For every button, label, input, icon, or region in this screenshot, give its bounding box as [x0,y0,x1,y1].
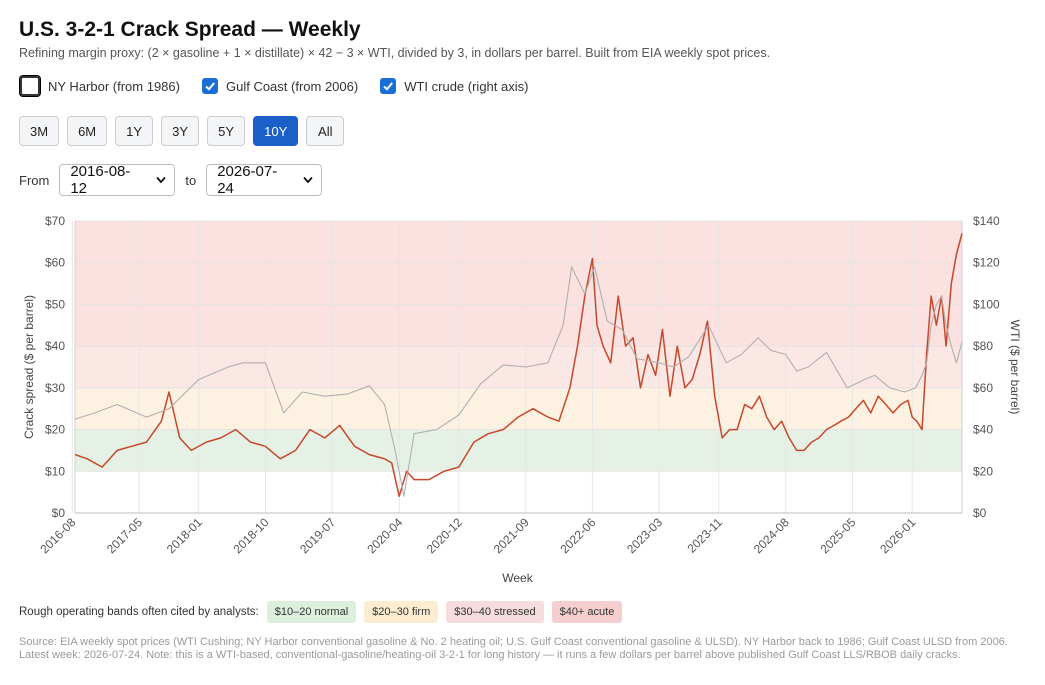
y-tick-label: $0 [52,506,66,520]
band-firm [75,387,962,430]
page-title: U.S. 3-2-1 Crack Spread — Weekly [19,18,361,41]
band-chip-firm: $20–30 firm [364,601,439,623]
wti-series-line [74,266,963,497]
y2-tick-label: $20 [973,464,993,478]
band-stressed [75,346,962,388]
page-subtitle: Refining margin proxy: (2 × gasoline + 1… [19,46,771,60]
x-tick-label: 2021-09 [491,515,532,556]
x-tick-label: 2023-11 [685,515,726,556]
y-tick-label: $40 [45,339,65,353]
toggle-wti[interactable]: WTI crude (right axis) [380,76,528,96]
range-buttons: 3M 6M 1Y 3Y 5Y 10Y All [19,116,345,146]
from-label: From [19,172,50,188]
checkbox-gulf-coast[interactable] [201,78,218,94]
range-button-1y[interactable]: 1Y [115,116,154,146]
y2-tick-label: $120 [973,256,1000,270]
band-acute [75,221,962,347]
x-tick-label: 2020-04 [364,515,405,556]
y2-tick-label: $60 [973,381,993,395]
gulf-coast-series-line [74,233,963,498]
date-range-row: From 2016-08-12 to 2026-07-24 [19,163,323,197]
toggle-ny-harbor[interactable]: NY Harbor (from 1986) [19,75,180,97]
to-date-value: 2026-07-24 [217,163,278,197]
y-tick-label: $10 [45,464,65,478]
check-icon [383,82,394,91]
checkbox-ny-harbor[interactable] [19,75,41,97]
x-tick-label: 2025-05 [817,515,858,556]
x-tick-label: 2018-01 [164,515,205,556]
y-tick-label: $50 [45,297,65,311]
from-date-value: 2016-08-12 [70,163,131,197]
x-tick-label: 2016-08 [37,515,78,556]
band-normal [75,429,962,472]
range-button-all[interactable]: All [306,116,345,146]
toggle-gulf-coast[interactable]: Gulf Coast (from 2006) [201,76,359,96]
y2-tick-label: $140 [973,214,1000,228]
x-tick-label: 2017-05 [104,515,145,556]
crack-spread-chart: $0 $10 $20 $30 $40 $50 $60 $70 $0 $20 $40 $60 $80 $10… [22,214,1022,585]
chevron-down-icon [156,176,167,184]
x-tick-label: 2020-12 [424,515,465,556]
toggle-gulf-coast-label: Gulf Coast (from 2006) [225,78,359,94]
y-tick-label: $30 [45,381,65,395]
range-button-5y[interactable]: 5Y [207,116,246,146]
x-tick-label: 2018-10 [231,515,272,556]
range-button-3m[interactable]: 3M [19,116,60,146]
x-axis-title: Week [502,571,533,585]
check-icon [205,82,215,91]
y2-tick-label: $40 [973,423,993,437]
bands-legend-label: Rough operating bands often cited by ana… [19,606,259,618]
y2-tick-label: $0 [973,506,987,520]
toggle-ny-harbor-label: NY Harbor (from 1986) [48,78,180,94]
band-chip-stressed: $30–40 stressed [446,601,544,623]
y-tick-label: $70 [45,214,65,228]
y2-tick-label: $100 [973,297,1000,311]
to-label: to [185,172,197,188]
source-footnote: Source: EIA weekly spot prices (WTI Cush… [19,636,1008,661]
to-date-select[interactable]: 2026-07-24 [206,163,323,197]
y-tick-label: $60 [45,256,65,270]
x-tick-label: 2024-08 [751,515,792,556]
x-tick-label: 2022-06 [557,515,598,556]
bands-legend: Rough operating bands often cited by ana… [19,601,623,623]
chevron-down-icon [303,176,313,184]
y-tick-label: $20 [45,423,65,437]
from-date-select[interactable]: 2016-08-12 [59,163,176,197]
range-button-6m[interactable]: 6M [67,116,108,146]
band-chip-acute: $40+ acute [551,601,623,623]
checkbox-wti[interactable] [380,78,397,94]
x-tick-label: 2026-01 [877,515,918,556]
range-button-3y[interactable]: 3Y [161,116,200,146]
series-toggles: NY Harbor (from 1986) Gulf Coast (from 2… [19,75,528,97]
x-tick-label: 2023-03 [624,515,665,556]
band-chip-normal: $10–20 normal [266,601,357,623]
toggle-wti-label: WTI crude (right axis) [404,78,529,94]
range-button-10y[interactable]: 10Y [253,116,299,146]
y2-axis-title: WTI ($ per barrel) [1008,320,1022,415]
x-tick-label: 2019-07 [297,515,338,556]
y2-tick-label: $80 [973,339,993,353]
y-axis-title: Crack spread ($ per barrel) [22,295,36,439]
